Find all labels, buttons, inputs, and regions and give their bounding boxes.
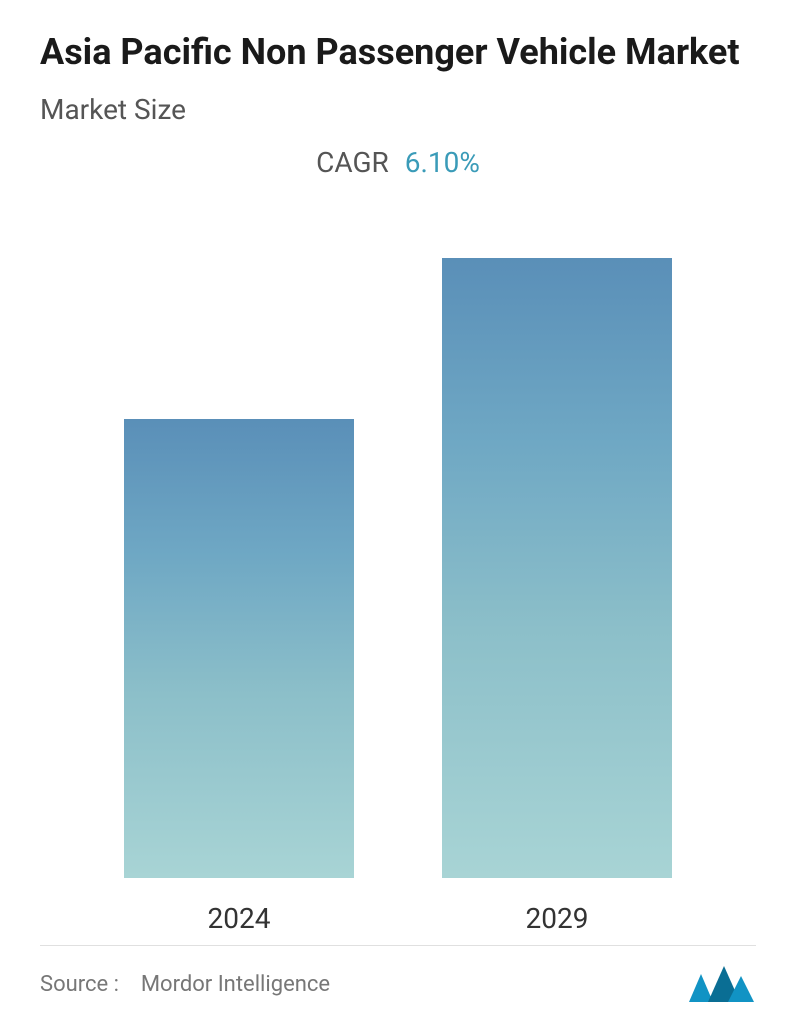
bar-1 xyxy=(442,258,672,878)
bar-group-0: 2024 xyxy=(124,419,354,935)
chart-container: Asia Pacific Non Passenger Vehicle Marke… xyxy=(0,0,796,1034)
chart-subtitle: Market Size xyxy=(40,93,756,126)
bar-group-1: 2029 xyxy=(442,258,672,935)
source-name: Mordor Intelligence xyxy=(141,972,330,997)
cagr-label: CAGR xyxy=(316,146,389,179)
brand-logo xyxy=(686,964,756,1004)
chart-footer: Source : Mordor Intelligence xyxy=(40,945,756,1014)
source-label: Source : xyxy=(40,972,119,997)
logo-icon xyxy=(686,964,756,1004)
cagr-value: 6.10% xyxy=(405,146,480,179)
chart-title: Asia Pacific Non Passenger Vehicle Marke… xyxy=(40,30,756,75)
bar-label-0: 2024 xyxy=(208,902,271,935)
cagr-row: CAGR 6.10% xyxy=(40,146,756,179)
source-attribution: Source : Mordor Intelligence xyxy=(40,972,330,997)
bar-label-1: 2029 xyxy=(526,902,589,935)
bar-0 xyxy=(124,419,354,878)
bar-chart: 2024 2029 xyxy=(40,209,756,935)
